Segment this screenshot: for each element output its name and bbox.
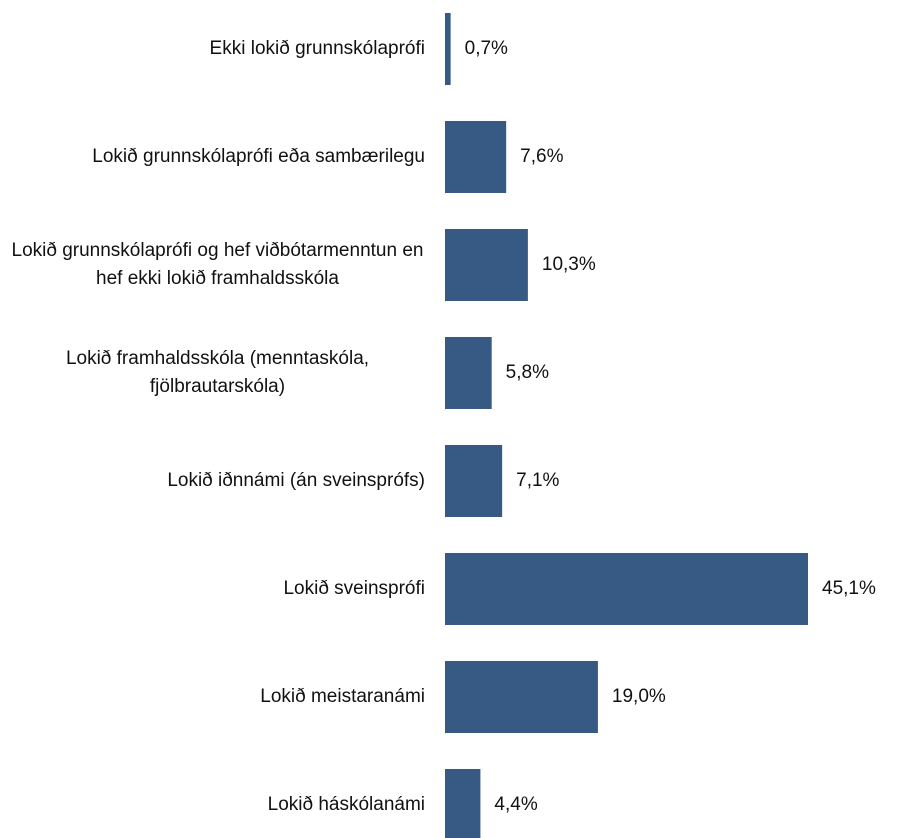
- category-label: Lokið framhaldsskóla (menntaskóla, fjölb…: [65, 348, 370, 397]
- value-label: 10,3%: [541, 254, 596, 275]
- category-box: Lokið grunnskólaprófi og hef viðbótarmen…: [0, 211, 425, 319]
- category-box: Lokið meistaranámi: [0, 643, 425, 751]
- category-box: Lokið sveinsprófi: [0, 535, 425, 643]
- category-box: Lokið framhaldsskóla (menntaskóla, fjölb…: [0, 319, 425, 427]
- category-box: Lokið grunnskólaprófi eða sambærilegu: [0, 103, 425, 211]
- bar: [445, 769, 481, 838]
- bar: [445, 445, 503, 517]
- category-label: Lokið grunnskólaprófi eða sambærilegu: [92, 146, 425, 167]
- category-label: Lokið háskólanámi: [267, 794, 425, 815]
- bar: [445, 661, 598, 733]
- bar: [445, 13, 451, 85]
- category-box: Ekki lokið grunnskólaprófi: [0, 0, 425, 103]
- value-label: 7,6%: [520, 146, 564, 167]
- category-box: Lokið iðnnámi (án sveinsprófs): [0, 427, 425, 535]
- bar: [445, 337, 492, 409]
- value-label: 5,8%: [505, 362, 549, 383]
- category-label: Lokið sveinsprófi: [283, 578, 425, 599]
- bar: [445, 121, 507, 193]
- category-label: Lokið iðnnámi (án sveinsprófs): [167, 470, 425, 491]
- value-label: 4,4%: [494, 794, 538, 815]
- category-label: Lokið grunnskólaprófi og hef viðbótarmen…: [11, 240, 424, 289]
- value-label: 0,7%: [464, 38, 508, 59]
- category-label: Ekki lokið grunnskólaprófi: [209, 38, 425, 59]
- category-box: Lokið háskólanámi: [0, 751, 425, 838]
- category-label: Lokið meistaranámi: [260, 686, 425, 707]
- value-label: 45,1%: [822, 578, 876, 599]
- bar: [445, 553, 808, 625]
- value-label: 19,0%: [611, 686, 666, 707]
- value-label: 7,1%: [516, 470, 560, 491]
- bar: [445, 229, 528, 301]
